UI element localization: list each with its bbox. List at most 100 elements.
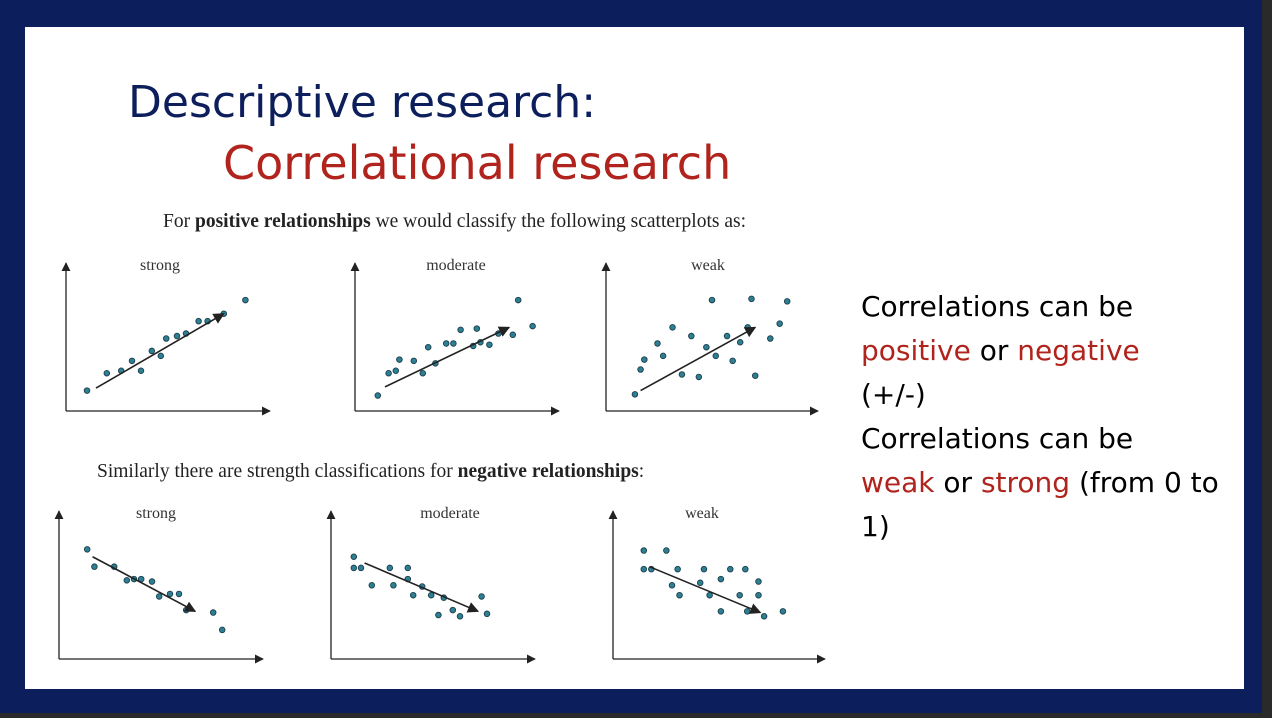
slide-title: Descriptive research:	[128, 77, 597, 128]
data-point	[659, 352, 667, 360]
data-point	[669, 324, 676, 331]
data-point	[435, 611, 442, 619]
data-point	[148, 578, 156, 585]
notes-text: Correlations can be	[861, 290, 1134, 323]
data-point	[442, 340, 450, 347]
data-point	[148, 347, 156, 355]
data-point	[486, 341, 493, 348]
negative-caption-bold: negative relationships	[457, 461, 639, 482]
data-point	[195, 317, 202, 325]
trend-arrow	[92, 556, 197, 613]
data-point	[514, 296, 522, 304]
notes-range: (from 0 to 1)	[861, 466, 1219, 543]
positive-caption-suffix: we would classify the following scatterp…	[370, 211, 746, 232]
correlation-notes: Correlations can be positive or negative…	[861, 285, 1231, 549]
data-point	[457, 326, 464, 334]
data-point	[712, 352, 720, 360]
negative-caption-suffix: :	[638, 461, 645, 482]
trend-arrow	[640, 326, 757, 392]
notes-line-3: (+/-)	[861, 373, 1231, 417]
data-point	[478, 593, 485, 600]
data-point	[175, 590, 183, 598]
negative-caption-prefix: Similarly there are strength classificat…	[97, 461, 458, 482]
data-point	[743, 608, 751, 615]
data-point	[409, 591, 417, 599]
data-point	[404, 564, 412, 572]
data-point	[717, 608, 725, 615]
data-point	[688, 332, 695, 340]
plot-title: weak	[685, 505, 719, 522]
positive-caption-prefix: For	[163, 211, 195, 232]
data-point	[166, 590, 174, 598]
data-point	[742, 565, 749, 573]
data-point	[368, 582, 376, 589]
data-point	[137, 367, 145, 375]
data-point	[483, 610, 491, 618]
data-point	[736, 591, 743, 599]
notes-or: or	[970, 334, 1018, 367]
trend-arrow	[95, 313, 225, 389]
data-point	[700, 565, 708, 573]
data-point	[695, 373, 703, 381]
data-point	[641, 356, 648, 363]
plot-title: moderate	[420, 505, 480, 522]
notes-line-2: positive or negative	[861, 329, 1231, 373]
data-point	[755, 578, 762, 585]
scatterplot-panel: strong moderate weak strong moderate weak	[54, 257, 826, 664]
data-point	[155, 593, 163, 600]
trend-arrow	[384, 326, 511, 388]
slide-subtitle: Correlational research	[223, 136, 732, 190]
data-point	[727, 565, 734, 573]
data-point	[509, 331, 517, 339]
data-point	[717, 575, 725, 583]
data-point	[729, 357, 736, 365]
data-point	[350, 564, 358, 572]
notes-line-1: Correlations can be	[861, 285, 1231, 329]
data-point	[162, 335, 170, 342]
plot-title: weak	[691, 257, 725, 274]
data-point	[668, 582, 676, 589]
data-point	[357, 564, 365, 572]
data-point	[83, 387, 91, 394]
data-point	[654, 340, 661, 347]
data-point	[103, 369, 111, 377]
positive-term: positive	[861, 334, 971, 367]
data-point	[678, 371, 686, 378]
data-point	[637, 366, 644, 373]
data-point	[390, 582, 397, 589]
plot-title: moderate	[426, 257, 486, 274]
data-point	[424, 343, 432, 351]
data-point	[157, 352, 165, 360]
data-point	[450, 340, 457, 347]
data-point	[427, 591, 435, 599]
data-point	[385, 369, 392, 377]
data-point	[751, 372, 759, 379]
notes-or: or	[934, 466, 981, 499]
data-point	[674, 565, 681, 573]
data-point	[374, 392, 382, 399]
data-point	[640, 565, 648, 573]
data-point	[456, 613, 464, 620]
data-point	[419, 369, 427, 377]
data-point	[123, 577, 131, 584]
data-point	[631, 391, 639, 398]
data-point	[783, 298, 791, 305]
data-point	[640, 547, 648, 554]
data-point	[708, 296, 716, 304]
data-point	[449, 606, 457, 614]
data-point	[83, 546, 91, 553]
data-point	[776, 320, 783, 327]
data-point	[386, 564, 394, 572]
trend-arrow	[364, 562, 480, 613]
notes-sign: (+/-)	[861, 378, 926, 411]
data-point	[755, 591, 762, 599]
data-point	[173, 332, 181, 340]
notes-text: Correlations can be	[861, 422, 1134, 455]
data-point	[91, 563, 98, 570]
data-point	[696, 579, 704, 587]
data-point	[473, 325, 481, 332]
data-point	[218, 626, 226, 634]
negative-caption: Similarly there are strength classificat…	[97, 461, 644, 483]
data-point	[350, 553, 358, 561]
weak-term: weak	[861, 466, 935, 499]
